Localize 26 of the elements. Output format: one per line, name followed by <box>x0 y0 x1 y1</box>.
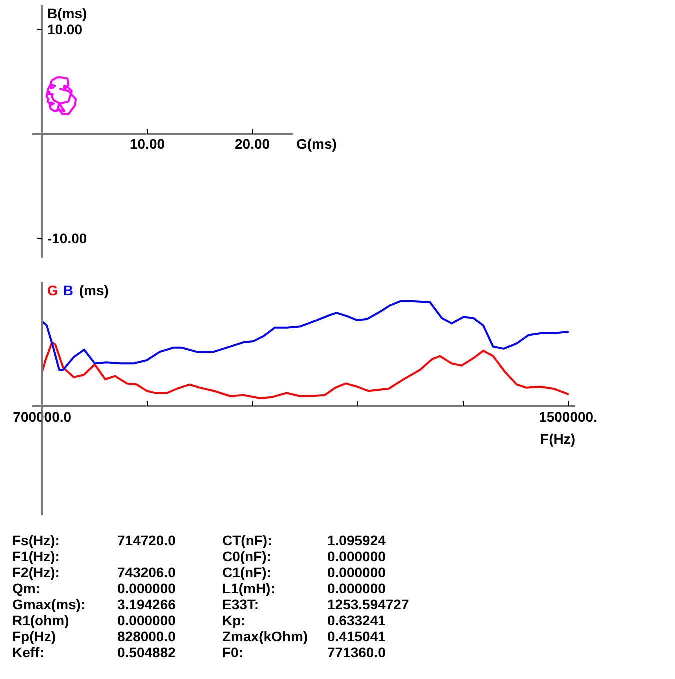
text: L1(mH): 0.000000 <box>222 580 386 596</box>
text: Zmax(kOhm) 0.415041 <box>222 628 386 644</box>
text: G <box>47 282 58 298</box>
text: F2(Hz): 743206.0 <box>12 564 176 580</box>
text: R1(ohm) 0.000000 <box>12 612 176 628</box>
x-axis-title: G(ms) <box>296 136 337 152</box>
text: Qm: 0.000000 <box>12 580 176 596</box>
text: F0: 771360.0 <box>222 644 386 660</box>
text: Gmax(ms): 3.194266 <box>12 596 176 612</box>
text: Keff: 0.504882 <box>12 644 176 660</box>
text: F1(Hz): <box>12 548 60 564</box>
text: B <box>63 282 74 298</box>
text: C1(nF): 0.000000 <box>222 564 386 580</box>
y-axis-title: B(ms) <box>47 6 88 22</box>
line-series <box>46 76 78 116</box>
text: E33T: 1253.594727 <box>222 596 410 612</box>
text: Kp: 0.633241 <box>222 612 386 628</box>
text: CT(nF): 1.095924 <box>222 532 386 548</box>
x-tick-label: 20.00 <box>235 136 270 152</box>
y-tick-label: -10.00 <box>47 230 88 247</box>
text: Fs(Hz): 714720.0 <box>12 532 176 548</box>
text: C0(nF): 0.000000 <box>222 548 386 564</box>
x-axis-title: F(Hz) <box>540 430 576 447</box>
x-tick-label: 1500000. <box>539 408 598 425</box>
y-axis-title: (ms) <box>79 282 109 298</box>
text: Fp(Hz) 828000.0 <box>12 628 176 644</box>
